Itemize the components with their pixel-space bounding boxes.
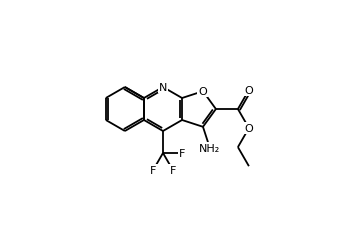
Text: NH₂: NH₂ xyxy=(199,143,220,153)
Text: O: O xyxy=(199,87,207,97)
Text: F: F xyxy=(150,165,156,175)
Text: F: F xyxy=(179,148,186,158)
Text: O: O xyxy=(245,124,253,134)
Text: F: F xyxy=(169,165,176,175)
Text: O: O xyxy=(245,85,253,96)
Text: N: N xyxy=(159,83,167,93)
